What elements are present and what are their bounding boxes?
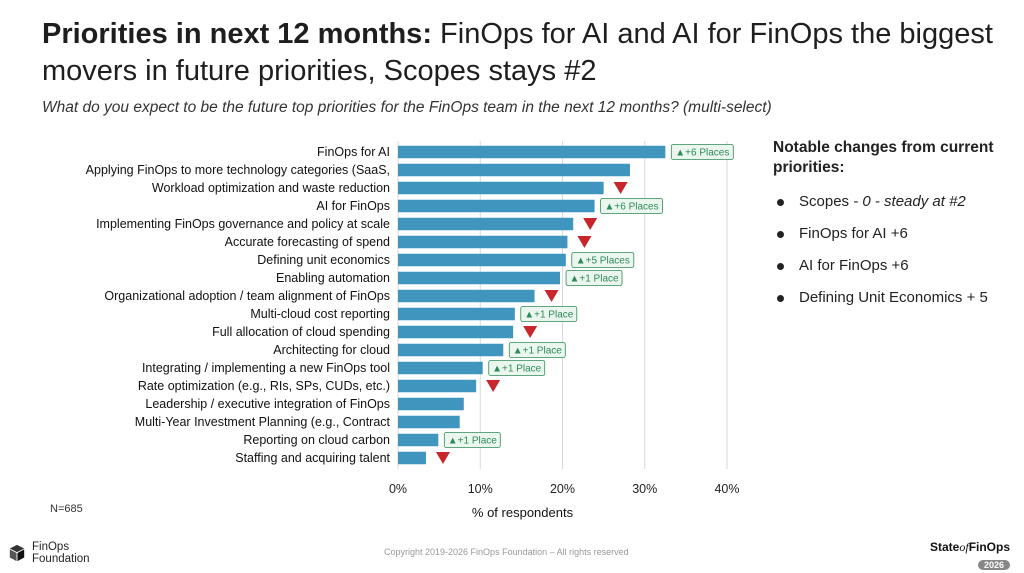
notes-item: Scopes - 0 - steady at #2 (773, 192, 1013, 212)
notes-item: AI for FinOps +6 (773, 256, 1013, 276)
bullet-icon (777, 295, 784, 302)
bar (398, 181, 604, 195)
bar-chart: 0% 10% 20% 30% 40% FinOps for AI ▲+6 Places App… (86, 141, 740, 520)
bar (398, 163, 630, 177)
category-label: Multi-Year Investment Planning (e.g., Co… (135, 415, 391, 429)
bar (398, 199, 595, 213)
notes-item: Defining Unit Economics + 5 (773, 288, 1013, 308)
change-badge-label: ▲+1 Place (448, 436, 498, 447)
finops-cube-icon (9, 544, 25, 562)
bar (398, 343, 504, 357)
category-label: Multi-cloud cost reporting (250, 307, 390, 321)
bar (398, 379, 477, 393)
bar (398, 415, 460, 429)
down-arrow-icon (577, 236, 592, 248)
bar (398, 271, 561, 285)
notable-changes-panel: Notable changes from current priorities:… (773, 138, 1013, 320)
category-label: Reporting on cloud carbon (243, 433, 390, 447)
x-tick-label: 20% (550, 482, 575, 496)
x-tick-label: 0% (389, 482, 407, 496)
sof-of: of (959, 540, 969, 554)
notes-list: Scopes - 0 - steady at #2 FinOps for AI … (773, 192, 1013, 308)
category-label: Architecting for cloud (273, 343, 390, 357)
notes-item-lead: AI for FinOps +6 (799, 257, 909, 274)
category-label: Implementing FinOps governance and polic… (96, 217, 390, 231)
logo-line1: FinOps (32, 541, 70, 553)
bar (398, 217, 574, 231)
bar (398, 433, 439, 447)
bar (398, 145, 666, 159)
sof-year-badge: 2026 (978, 560, 1011, 570)
down-arrow-icon (544, 290, 559, 302)
category-label: Rate optimization (e.g., RIs, SPs, CUDs,… (138, 379, 390, 393)
page-title: Priorities in next 12 months: FinOps for… (42, 16, 1002, 90)
sof-state: State (930, 540, 960, 554)
notes-item: FinOps for AI +6 (773, 224, 1013, 244)
change-badge-label: ▲+1 Place (513, 346, 563, 357)
change-badge (443, 432, 501, 448)
change-badge-label: ▲+6 Places (675, 148, 729, 159)
bar (398, 451, 426, 465)
bar (398, 289, 535, 303)
category-label: Workload optimization and waste reductio… (152, 181, 390, 195)
change-badge (488, 360, 546, 376)
category-label: FinOps for AI (317, 145, 390, 159)
down-arrow-icon (523, 326, 538, 338)
bar (398, 325, 514, 339)
change-badge (571, 252, 635, 268)
state-of-finops-logo: StateofFinOps 2026 (930, 540, 1011, 573)
category-label: Organizational adoption / team alignment… (104, 289, 390, 303)
category-label: Defining unit economics (257, 253, 390, 267)
change-badge-label: ▲+6 Places (605, 202, 659, 213)
copyright-text: Copyright 2019-2026 FinOps Foundation – … (384, 547, 629, 557)
notes-item-lead: FinOps for AI +6 (799, 225, 908, 242)
change-badge-label: ▲+1 Place (492, 364, 542, 375)
bar (398, 253, 566, 267)
notes-item-italic: - 0 - steady at #2 (849, 193, 966, 210)
change-badge-label: ▲+5 Places (576, 256, 630, 267)
category-label: Staffing and acquiring talent (235, 451, 390, 465)
change-badge (565, 270, 623, 286)
category-label: Full allocation of cloud spending (212, 325, 390, 339)
title-bold: Priorities in next 12 months: (42, 18, 432, 50)
down-arrow-icon (435, 452, 450, 464)
change-badge (508, 342, 566, 358)
bar (398, 307, 515, 321)
bullet-icon (777, 263, 784, 270)
change-badge-label: ▲+1 Place (524, 310, 574, 321)
change-badge-label: ▲+1 Place (569, 274, 619, 285)
x-axis-title: % of respondents (472, 505, 574, 520)
finops-foundation-logo: FinOps Foundation (8, 541, 90, 565)
category-label: AI for FinOps (316, 199, 390, 213)
bar (398, 235, 568, 249)
logo-text: FinOps Foundation (32, 541, 90, 565)
logo-line2: Foundation (32, 553, 90, 565)
page-subtitle: What do you expect to be the future top … (42, 99, 772, 116)
down-arrow-icon (486, 380, 501, 392)
down-arrow-icon (583, 218, 598, 230)
category-label: Integrating / implementing a new FinOps … (142, 361, 390, 375)
title-rest: FinOps for AI and AI for FinOps the bigg… (42, 18, 993, 87)
notes-title: Notable changes from current priorities: (773, 139, 994, 176)
bullet-icon (777, 231, 784, 238)
x-tick-label: 10% (468, 482, 493, 496)
down-arrow-icon (613, 182, 628, 194)
notes-item-lead: Defining Unit Economics + 5 (799, 289, 988, 306)
sof-wordmark: StateofFinOps (930, 540, 1010, 555)
sof-finops: FinOps (968, 540, 1011, 554)
category-label: Enabling automation (276, 271, 390, 285)
category-label: Applying FinOps to more technology categ… (86, 163, 390, 177)
bullet-icon (777, 199, 784, 206)
bar (398, 397, 464, 411)
sample-size-label: N=685 (50, 503, 83, 515)
change-badge (520, 306, 578, 322)
x-tick-label: 30% (632, 482, 657, 496)
change-badge (670, 144, 734, 160)
x-tick-label: 40% (714, 482, 739, 496)
change-badge (600, 198, 663, 214)
category-label: Leadership / executive integration of Fi… (145, 397, 390, 411)
notes-item-lead: Scopes (799, 193, 850, 210)
bar (398, 361, 483, 375)
category-label: Accurate forecasting of spend (225, 235, 390, 249)
